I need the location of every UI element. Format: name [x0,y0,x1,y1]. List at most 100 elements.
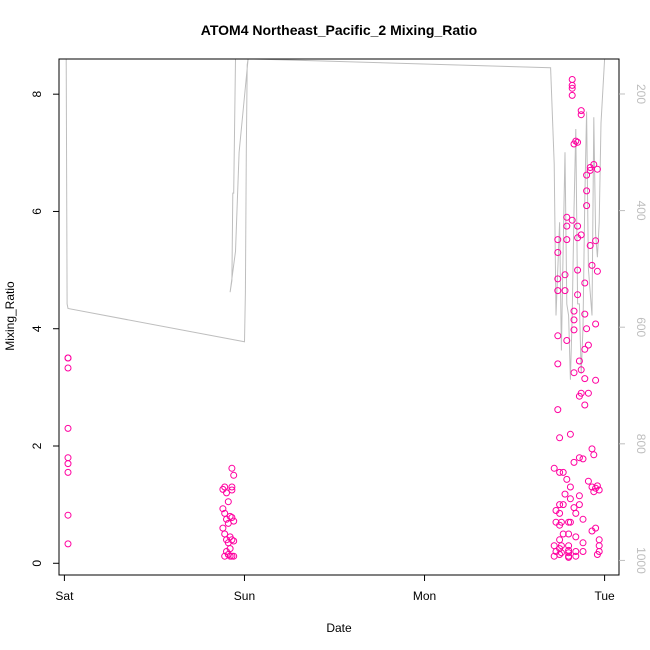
data-point [228,536,236,544]
data-point [550,464,558,472]
data-point [583,171,591,179]
data-point [563,236,571,244]
data-point [583,187,591,195]
y-tick-label: 4 [30,325,44,332]
data-point [561,490,569,498]
data-point [559,501,567,509]
data-point [581,279,589,287]
data-point [592,376,600,384]
data-point [556,468,564,476]
data-point [566,495,574,503]
data-point [219,524,227,532]
data-point [556,434,564,442]
data-point [566,518,574,526]
x-axis-label: Date [326,621,352,635]
data-point [592,320,600,328]
chart-title: ATOM4 Northeast_Pacific_2 Mixing_Ratio [201,22,477,38]
data-point [565,542,573,550]
y2-tick-label: 600 [634,317,648,337]
data-point [559,468,567,476]
data-point [574,138,582,146]
y-tick-label: 2 [30,442,44,449]
data-point [588,261,596,269]
data-point [584,341,592,349]
data-point [230,471,238,479]
data-point [554,332,562,340]
data-point [64,454,72,462]
data-point [563,222,571,230]
data-point [570,369,578,377]
data-point [593,165,601,173]
data-point [228,514,236,521]
data-point [570,316,578,324]
y-tick-label: 6 [30,208,44,215]
data-point [566,430,574,438]
data-point [574,222,582,230]
data-point [221,552,229,560]
data-point [577,366,585,374]
data-point [230,552,238,560]
plot-content [64,58,606,561]
data-point [64,424,72,432]
data-point [572,548,580,555]
x-tick-label: Sat [55,589,74,603]
data-point [574,266,582,274]
data-point [557,518,565,526]
data-point [584,389,592,397]
data-point [592,484,600,492]
data-point [556,536,564,544]
data-point [565,549,573,557]
data-point [230,537,238,545]
data-point [228,483,236,491]
y-axis-left: 0 2 4 6 8 [30,91,59,567]
data-point [577,107,585,115]
data-point [226,545,234,553]
data-point [557,549,565,557]
y-axis-label: Mixing_Ratio [3,281,17,351]
data-point [579,455,587,463]
data-point [572,137,580,145]
data-point [586,242,594,249]
x-axis: Sat Sun Mon Tue [55,575,615,603]
data-point [579,515,587,523]
data-point [556,509,564,517]
data-point [64,468,72,476]
data-point [554,275,562,283]
data-point [64,460,72,468]
data-point [581,375,589,383]
y2-tick-label: 400 [634,201,648,221]
data-point [554,406,562,414]
data-point [595,548,603,555]
data-point [570,458,578,466]
y2-tick-label: 200 [634,84,648,104]
series-line-pressure [65,58,606,380]
data-point [579,548,587,555]
data-point [568,81,576,89]
data-point [581,345,589,353]
y2-tick-label: 800 [634,434,648,454]
data-point [568,84,576,92]
data-point [554,236,562,244]
data-point [224,498,232,506]
data-point [561,287,569,295]
data-point [579,539,587,547]
data-point [226,512,234,520]
data-point [561,271,569,279]
data-point [572,509,580,517]
data-point [590,161,598,168]
data-point [590,451,598,459]
data-point [570,307,578,315]
data-point [223,489,230,497]
data-point [554,360,562,368]
y-tick-label: 8 [30,91,44,98]
data-point [593,267,601,275]
data-point [575,492,583,500]
data-point [565,553,573,561]
data-point [595,542,603,550]
data-point [595,486,603,494]
data-point [228,464,236,472]
x-tick-label: Sun [234,589,255,603]
data-point [64,364,72,372]
data-point [568,76,576,83]
data-point [577,231,585,239]
